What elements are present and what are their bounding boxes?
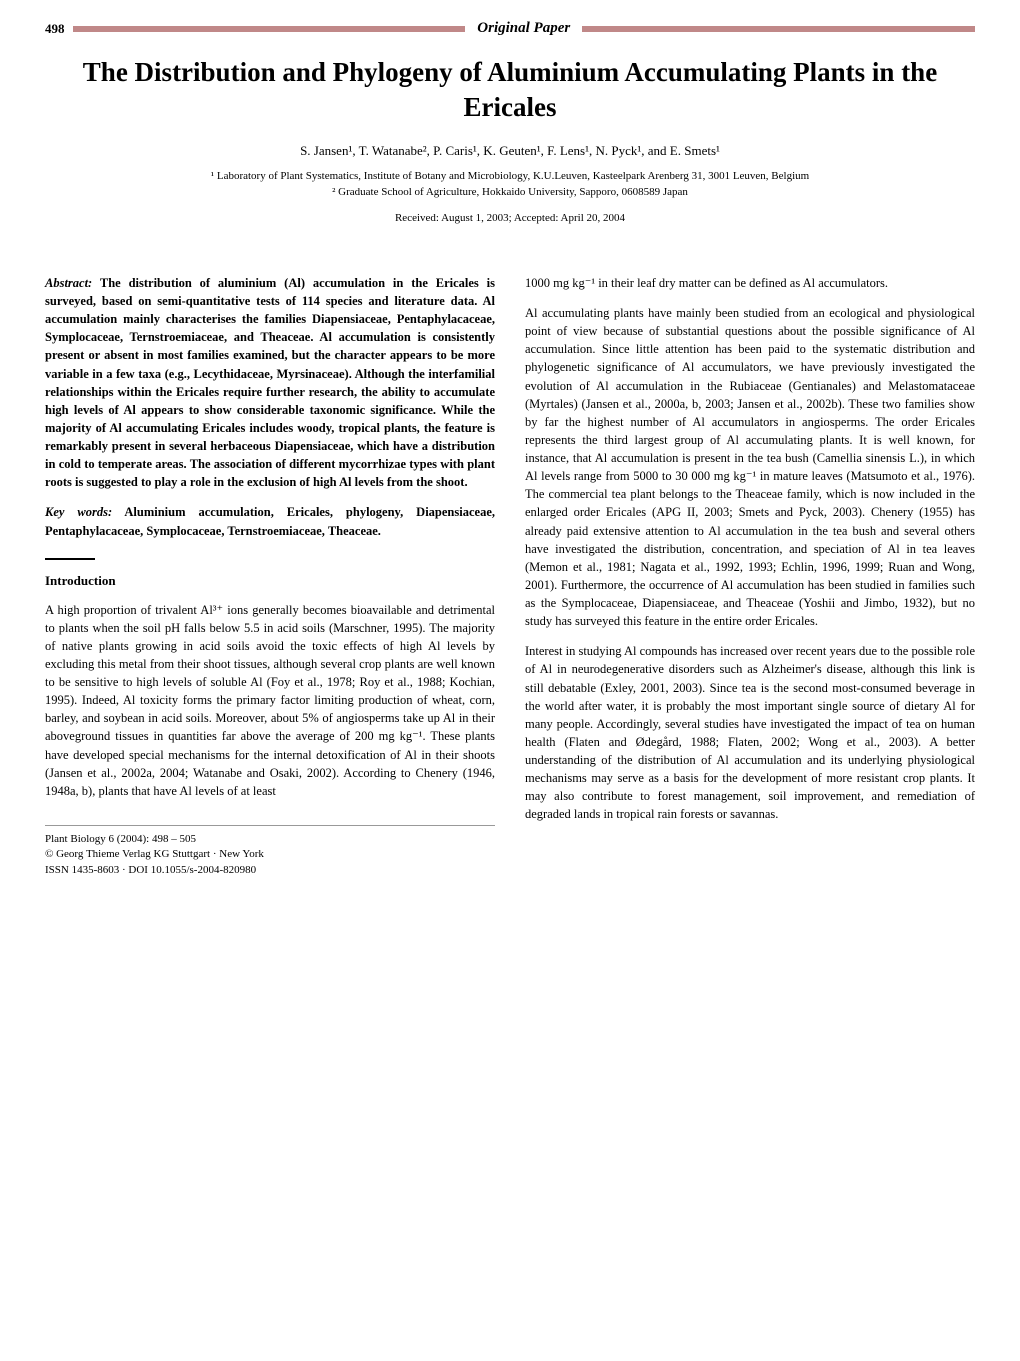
footer-line-2: © Georg Thieme Verlag KG Stuttgart · New… bbox=[45, 847, 495, 862]
footer-line-3: ISSN 1435-8603 · DOI 10.1055/s-2004-8209… bbox=[45, 863, 495, 878]
footer-line-1: Plant Biology 6 (2004): 498 – 505 bbox=[45, 832, 495, 847]
page-number: 498 bbox=[45, 21, 65, 37]
affiliations: ¹ Laboratory of Plant Systematics, Insti… bbox=[45, 169, 975, 200]
footer-divider: Plant Biology 6 (2004): 498 – 505 © Geor… bbox=[45, 825, 495, 878]
header-bar-right bbox=[582, 26, 975, 32]
affiliation-2: ² Graduate School of Agriculture, Hokkai… bbox=[45, 185, 975, 200]
right-column: 1000 mg kg⁻¹ in their leaf dry matter ca… bbox=[525, 274, 975, 878]
main-content: Abstract: The distribution of aluminium … bbox=[45, 274, 975, 878]
keywords-text: Aluminium accumulation, Ericales, phylog… bbox=[45, 505, 495, 537]
received-date: Received: August 1, 2003; Accepted: Apri… bbox=[45, 212, 975, 224]
header-bar: 498 Original Paper bbox=[45, 20, 975, 37]
keywords-label: Key words: bbox=[45, 505, 112, 519]
article-title: The Distribution and Phylogeny of Alumin… bbox=[45, 55, 975, 125]
abstract-label: Abstract: bbox=[45, 276, 92, 290]
abstract-paragraph: Abstract: The distribution of aluminium … bbox=[45, 274, 495, 492]
affiliation-1: ¹ Laboratory of Plant Systematics, Insti… bbox=[45, 169, 975, 184]
keywords-paragraph: Key words: Aluminium accumulation, Erica… bbox=[45, 503, 495, 539]
abstract-text: The distribution of aluminium (Al) accum… bbox=[45, 276, 495, 489]
header-bar-left bbox=[73, 26, 466, 32]
left-column: Abstract: The distribution of aluminium … bbox=[45, 274, 495, 878]
section-label: Original Paper bbox=[465, 20, 582, 37]
right-para-1: 1000 mg kg⁻¹ in their leaf dry matter ca… bbox=[525, 274, 975, 292]
right-para-2: Al accumulating plants have mainly been … bbox=[525, 304, 975, 630]
right-para-3: Interest in studying Al compounds has in… bbox=[525, 642, 975, 823]
section-divider bbox=[45, 558, 95, 560]
introduction-para-1: A high proportion of trivalent Al³⁺ ions… bbox=[45, 601, 495, 800]
introduction-heading: Introduction bbox=[45, 572, 495, 591]
authors: S. Jansen¹, T. Watanabe², P. Caris¹, K. … bbox=[45, 143, 975, 159]
